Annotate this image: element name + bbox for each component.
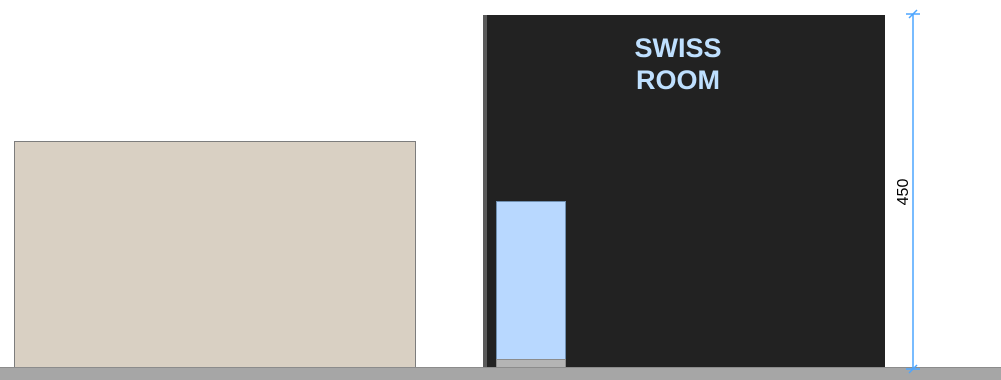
dimension-tick-bottom-slash — [908, 364, 918, 374]
room-label-line2: ROOM — [636, 65, 720, 95]
room-label-line1: SWISS — [634, 33, 722, 63]
beige-block — [14, 141, 416, 368]
dimension-label: 450 — [895, 178, 912, 206]
dimension-tick-top-slash — [908, 9, 918, 19]
ground-line — [0, 367, 1001, 380]
room-label: SWISS ROOM — [583, 32, 773, 96]
